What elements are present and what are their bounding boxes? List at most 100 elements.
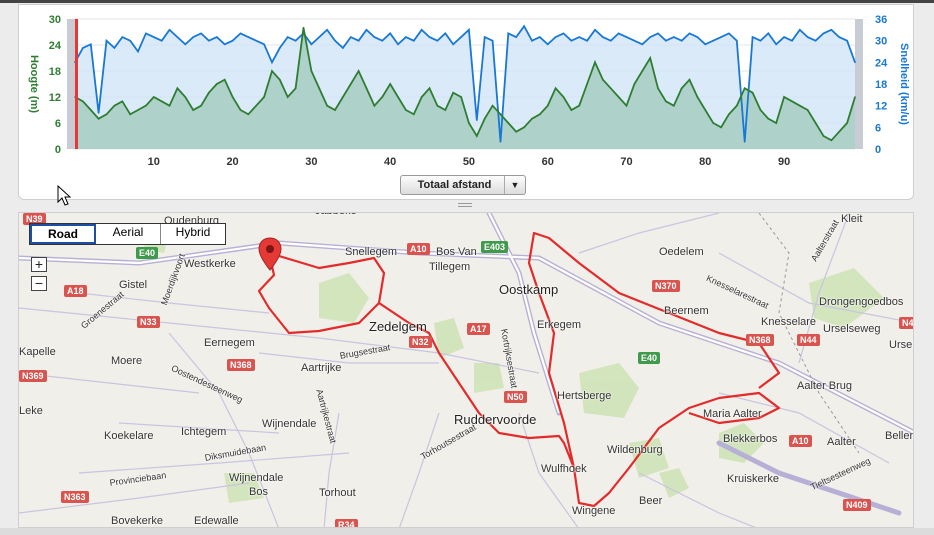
elevation-point	[791, 100, 793, 103]
map-place-label: Bos	[249, 486, 268, 498]
map-place-label: Beer	[639, 495, 663, 507]
map-place-label: Aalter	[827, 436, 856, 448]
road-shield: N369	[19, 370, 47, 382]
speed-point	[326, 29, 328, 31]
speed-point	[806, 36, 809, 38]
elevation-point	[247, 113, 250, 116]
elevation-point	[617, 96, 620, 98]
speed-point	[129, 39, 131, 42]
map-place-label: Wildenburg	[607, 444, 663, 456]
right-tick-label: 18	[875, 79, 887, 91]
elevation-point	[342, 96, 344, 98]
x-tick-label: 60	[542, 156, 554, 168]
x-tick-label: 30	[305, 156, 317, 168]
road-shield: A10	[407, 243, 430, 255]
elevation-point	[751, 91, 754, 94]
speed-point	[791, 39, 793, 42]
elevation-point	[759, 109, 762, 111]
map-type-selector: Road Aerial Hybrid	[29, 223, 226, 245]
elevation-point	[271, 70, 273, 72]
elevation-point	[129, 113, 131, 116]
speed-point	[208, 39, 210, 42]
road-shield: N363	[61, 491, 89, 503]
speed-point	[704, 43, 707, 46]
zoom-in-button[interactable]: +	[31, 257, 47, 272]
speed-point	[436, 39, 439, 42]
speed-point	[586, 39, 588, 42]
speed-point	[531, 39, 533, 42]
map-place-label: Eernegem	[204, 337, 255, 349]
start-location-pin-icon[interactable]	[258, 237, 282, 271]
speed-point	[665, 39, 667, 42]
map-place-label: Beernem	[664, 305, 709, 317]
elevation-point	[830, 139, 833, 142]
speed-point	[200, 32, 202, 35]
road-shield: A10	[789, 435, 812, 447]
speed-point	[602, 36, 604, 38]
elevation-area	[75, 27, 855, 150]
map-place-label: Erkegem	[537, 319, 582, 331]
window-bottom-border	[0, 528, 934, 535]
speed-point	[286, 36, 289, 38]
elevation-point	[145, 104, 147, 107]
speed-point	[625, 36, 628, 38]
elevation-point	[412, 113, 415, 116]
speed-point	[137, 50, 139, 53]
left-tick-label: 6	[55, 118, 61, 130]
road-shield: E403	[481, 241, 509, 253]
elevation-point	[531, 117, 533, 120]
speed-point	[491, 39, 494, 42]
panel-splitter-handle[interactable]	[458, 203, 472, 209]
speed-point	[775, 43, 778, 46]
road-shield: N409	[843, 499, 871, 511]
elevation-point	[192, 109, 194, 111]
x-axis-mode-dropdown[interactable]: Totaal afstand ▼	[400, 175, 526, 195]
elevation-point	[231, 96, 234, 98]
elevation-point	[97, 117, 100, 120]
speed-point	[751, 36, 754, 38]
speed-point	[176, 36, 179, 38]
dropdown-arrow-icon[interactable]: ▼	[504, 176, 525, 194]
right-tick-label: 6	[875, 122, 881, 134]
speed-point	[460, 36, 462, 38]
speed-point	[389, 32, 391, 35]
elevation-point	[263, 96, 265, 98]
speed-point	[342, 47, 344, 49]
map-type-aerial-button[interactable]: Aerial	[96, 224, 161, 244]
speed-point	[223, 43, 226, 46]
speed-point	[830, 29, 833, 31]
speed-point	[617, 32, 620, 35]
elevation-point	[137, 109, 139, 111]
speed-point	[216, 36, 218, 38]
speed-point	[184, 43, 187, 46]
speed-point	[814, 39, 817, 42]
map-type-road-button[interactable]: Road	[30, 224, 96, 244]
left-range-bar	[67, 19, 75, 149]
map-type-hybrid-button[interactable]: Hybrid	[175, 225, 211, 239]
zoom-out-button[interactable]: −	[31, 276, 47, 291]
elevation-point	[255, 104, 258, 107]
elevation-point	[113, 104, 116, 107]
elevation-point	[279, 78, 281, 81]
map-place-label: Torhout	[319, 487, 356, 499]
speed-point	[397, 43, 399, 46]
elevation-point	[814, 122, 817, 124]
x-tick-label: 70	[620, 156, 632, 168]
position-marker[interactable]	[75, 19, 78, 149]
x-tick-label: 20	[226, 156, 238, 168]
elevation-point	[373, 104, 376, 107]
elevation-point	[736, 104, 738, 107]
route-map[interactable]: Oudenburg Westkerke Gistel Eernegem Moere Kap…	[18, 212, 914, 528]
speed-point	[483, 36, 486, 38]
left-tick-label: 30	[49, 14, 61, 26]
x-tick-label: 40	[384, 156, 396, 168]
x-tick-label: 10	[148, 156, 160, 168]
speed-point	[712, 39, 714, 42]
elevation-point	[476, 135, 478, 137]
chart-panel: 30 24 18 12 6 0 36 30 24 18 12 6 0 10 20 30 40 50 60 70 80 90…	[18, 4, 914, 200]
window-top-border	[0, 0, 934, 3]
elevation-point	[728, 113, 730, 116]
elevation-point	[491, 104, 494, 107]
map-place-label: Westkerke	[184, 258, 236, 270]
